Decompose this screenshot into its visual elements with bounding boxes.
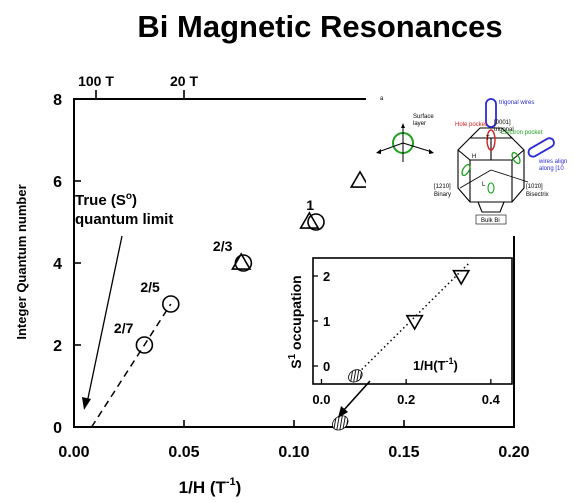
label-electron-pocket: Electron pocket xyxy=(501,130,543,136)
inset-link-arrow xyxy=(342,380,371,412)
inset-y-tick-label: 1 xyxy=(323,314,330,329)
point-label: 2/5 xyxy=(140,279,160,295)
inset-data-points xyxy=(348,269,471,383)
label-1010: [1010] xyxy=(526,184,543,190)
main-data-points xyxy=(135,170,371,431)
main-point-labels: 2/7 2/5 2/3 1 xyxy=(114,197,314,336)
top-tick-label: 20 T xyxy=(170,73,198,89)
label-binary: Binary xyxy=(434,192,451,198)
brillouin-zone-diagram: a Surface layer Bulk Bi xyxy=(366,92,572,236)
y-tick-label: 8 xyxy=(53,92,62,109)
label-trigonal-wires: trigonal wires xyxy=(499,100,534,106)
inset-y-tick-label: 2 xyxy=(323,269,330,284)
inset-y-ticks: 0 1 2 xyxy=(313,269,330,374)
circle-point xyxy=(162,295,180,313)
label-wires-align: wires align xyxy=(538,159,567,165)
electron-pocket-left-icon xyxy=(461,163,471,177)
label-h: H xyxy=(472,154,476,160)
inset-plot-frame xyxy=(312,257,513,385)
chart-title: Bi Magnetic Resonances xyxy=(137,9,502,44)
binary-axis xyxy=(459,169,492,189)
surface-layer-group: Surface layer xyxy=(376,114,434,162)
dashed-fit-line xyxy=(90,303,172,428)
diagram-panel-letter: a xyxy=(380,96,384,102)
main-top-axis: 100 T 20 T xyxy=(78,73,198,99)
inset-triangle-down-point xyxy=(452,269,471,286)
inset-x-tick-label: 0.4 xyxy=(482,392,501,407)
surface-axis-left xyxy=(377,142,404,153)
label-l: L xyxy=(482,182,486,188)
main-y-ticks: 0 2 4 6 8 xyxy=(53,92,81,437)
y-tick-label: 6 xyxy=(53,174,62,191)
inset-triangle-down-point xyxy=(405,314,424,331)
label-surface: Surface xyxy=(413,114,434,120)
inset-x-tick-label: 0.0 xyxy=(312,392,330,407)
x-tick-label: 0.00 xyxy=(58,444,89,461)
hole-pocket-icon xyxy=(486,129,496,151)
electron-pocket-right-icon xyxy=(511,151,521,165)
triangle-up-point xyxy=(299,211,320,229)
bulk-bi-box xyxy=(475,214,507,225)
surface-axis-right xyxy=(402,142,433,153)
label-along-101: along [10 xyxy=(539,166,564,172)
label-hole-pocket: Hole pocket xyxy=(455,122,487,128)
circle-point xyxy=(135,336,154,354)
diagram-background xyxy=(366,92,572,236)
inset-y-axis-label: S1 occupation xyxy=(287,275,304,368)
annotation-arrow xyxy=(86,235,123,404)
triangle-up-point xyxy=(349,170,371,188)
surface-arrowhead-right xyxy=(429,149,434,154)
inset-x-axis-label: 1/H(T-1) xyxy=(413,356,458,373)
y-tick-label: 0 xyxy=(53,420,62,437)
main-fit-lines xyxy=(90,303,172,428)
label-bisectrix: Bisectrix xyxy=(526,192,549,198)
hatched-ellipse-point xyxy=(332,415,349,431)
label-0001: [0001] xyxy=(494,120,511,126)
annotation-quantum-limit-line2: quantum limit xyxy=(75,211,173,228)
annotation-arrowhead xyxy=(82,397,91,410)
bisectrix-axis xyxy=(490,169,529,183)
point-label: 2/3 xyxy=(213,238,233,254)
x-axis-label: 1/H (T-1) xyxy=(179,476,242,497)
label-1210: [1210] xyxy=(434,184,451,190)
x-tick-label: 0.10 xyxy=(278,444,309,461)
y-axis-label: Integer Quantum number xyxy=(14,184,29,339)
triangle-up-point xyxy=(231,252,252,270)
inset-x-ticks: 0.0 0.2 0.4 xyxy=(312,379,501,407)
annotation-quantum-limit-line1: True (So) xyxy=(75,191,137,209)
x-tick-label: 0.20 xyxy=(498,444,529,461)
label-t: T xyxy=(486,136,490,142)
surface-arrowhead-left xyxy=(376,149,381,154)
point-label: 1 xyxy=(306,197,314,213)
y-tick-label: 2 xyxy=(53,338,62,355)
circle-point xyxy=(307,213,325,231)
trigonal-wire-icon xyxy=(485,98,497,128)
inset-chart: 0.0 0.2 0.4 0 1 2 1/H(T-1) S1 occupation xyxy=(287,257,513,407)
inset-x-tick-label: 0.2 xyxy=(397,392,415,407)
surface-arrowhead-up xyxy=(401,123,405,128)
y-tick-label: 4 xyxy=(53,256,62,273)
main-x-ticks: 0.00 0.05 0.10 0.15 0.20 xyxy=(58,420,530,461)
electron-pocket-bottom-icon xyxy=(487,182,495,194)
inset-y-tick-label: 0 xyxy=(323,359,330,374)
x-tick-label: 0.15 xyxy=(388,444,419,461)
x-tick-label: 0.05 xyxy=(168,444,199,461)
inset-link-arrowhead xyxy=(338,406,348,418)
point-label: 2/7 xyxy=(114,320,134,336)
label-bulk-bi: Bulk Bi xyxy=(481,218,500,224)
label-layer: layer xyxy=(413,121,426,127)
bulk-bi-polyhedron xyxy=(457,127,525,213)
top-tick-label: 100 T xyxy=(78,73,114,89)
inset-hatched-ellipse-point xyxy=(348,369,363,383)
label-trigonal: trigonal xyxy=(494,127,514,133)
bisectrix-wire-icon xyxy=(527,137,555,158)
